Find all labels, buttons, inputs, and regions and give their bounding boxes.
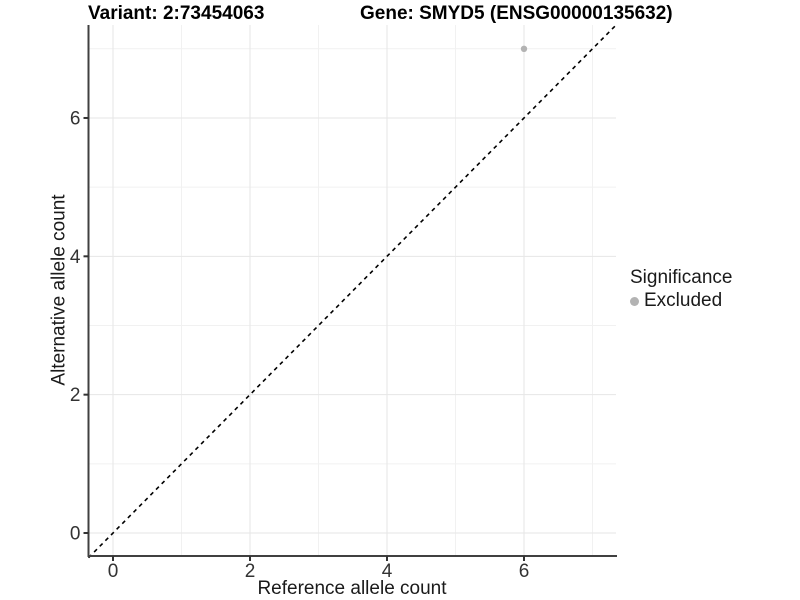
gene-title: Gene: SMYD5 (ENSG00000135632)	[360, 3, 673, 24]
svg-text:6: 6	[519, 561, 530, 582]
excluded-point-icon	[630, 296, 639, 306]
data-point	[520, 45, 528, 53]
legend: Significance Excluded	[630, 266, 732, 312]
legend-item-excluded: Excluded	[630, 290, 732, 312]
variant-title: Variant: 2:73454063	[88, 3, 265, 24]
svg-text:4: 4	[382, 561, 393, 582]
y-axis-label: Alternative allele count	[48, 194, 70, 386]
svg-text:2: 2	[245, 561, 256, 582]
svg-text:6: 6	[70, 108, 81, 129]
x-axis-label: Reference allele count	[257, 578, 447, 599]
svg-text:4: 4	[70, 247, 81, 268]
svg-text:0: 0	[70, 524, 81, 545]
legend-title: Significance	[630, 267, 733, 288]
legend-item-label: Excluded	[644, 290, 723, 311]
svg-text:2: 2	[70, 385, 81, 406]
svg-text:0: 0	[108, 561, 119, 582]
